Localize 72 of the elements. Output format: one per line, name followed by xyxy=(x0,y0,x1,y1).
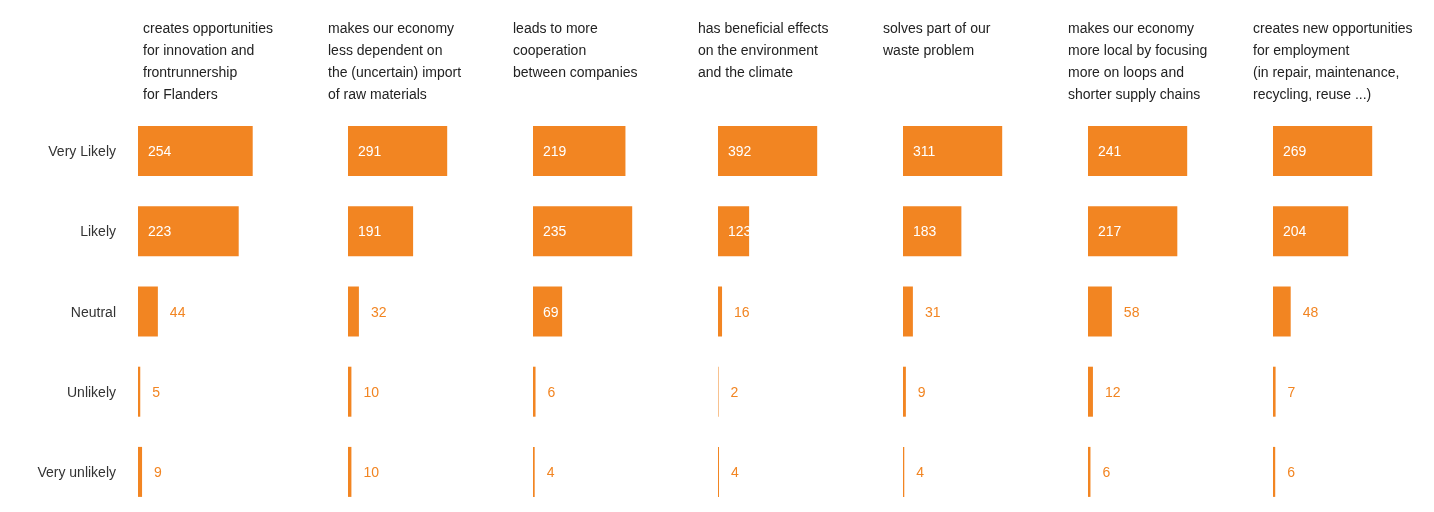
bar xyxy=(903,366,906,417)
bar xyxy=(903,286,913,337)
data-label: 235 xyxy=(543,223,567,240)
data-label: 4 xyxy=(546,463,555,480)
data-label: 58 xyxy=(1123,303,1140,320)
bar xyxy=(1273,446,1276,497)
bar xyxy=(138,446,143,497)
bar xyxy=(348,126,448,177)
data-label: 291 xyxy=(358,143,382,160)
bar xyxy=(348,206,414,257)
data-label: 204 xyxy=(1283,223,1307,240)
data-label: 4 xyxy=(916,463,925,480)
data-label: 241 xyxy=(1098,143,1122,160)
data-label: 16 xyxy=(734,303,750,320)
data-label: 44 xyxy=(169,303,186,320)
chart-title: creates opportunities for innovation and frontrunnership for Flanders xyxy=(143,20,273,102)
bar xyxy=(348,286,359,337)
bar xyxy=(138,126,253,177)
bar xyxy=(138,286,158,337)
chart-title: has beneficial effects on the environment and the climate xyxy=(698,20,829,80)
data-label: 392 xyxy=(728,143,752,160)
bar xyxy=(533,126,626,177)
bar xyxy=(533,206,633,257)
data-label: 6 xyxy=(547,383,556,400)
bar xyxy=(718,126,818,177)
bar xyxy=(1088,366,1093,417)
data-label: 69 xyxy=(543,303,559,320)
bar xyxy=(1273,206,1349,257)
bar xyxy=(533,366,536,417)
data-label: 183 xyxy=(913,223,937,240)
bar xyxy=(533,286,563,337)
data-label: 9 xyxy=(154,463,163,480)
data-label: 10 xyxy=(363,383,380,400)
data-label: 6 xyxy=(1287,463,1296,480)
chart-title: leads to more cooperation between companies xyxy=(513,20,638,80)
bar xyxy=(1273,286,1291,337)
chart-title: solves part of our waste problem xyxy=(882,20,991,58)
bar xyxy=(1088,286,1112,337)
data-label: 217 xyxy=(1098,223,1122,240)
data-label: 32 xyxy=(370,303,387,320)
data-label: 5 xyxy=(152,383,161,400)
bar xyxy=(903,206,962,257)
chart-title: creates new opportunities for employment (in repair, maintenance, recycling, reuse ...) xyxy=(1253,20,1413,102)
data-label: 31 xyxy=(924,303,941,320)
data-label: 219 xyxy=(543,143,567,160)
data-label: 2 xyxy=(730,383,739,400)
y-tick-label: Likely xyxy=(80,223,116,240)
data-label: 311 xyxy=(913,143,936,160)
data-label: 254 xyxy=(148,143,172,160)
data-label: 191 xyxy=(358,223,382,240)
data-label: 223 xyxy=(148,223,172,240)
bar xyxy=(1088,206,1178,257)
y-tick-label: Neutral xyxy=(70,303,116,320)
data-label: 48 xyxy=(1302,303,1319,320)
y-tick-label: Unlikely xyxy=(66,383,116,400)
bar xyxy=(1273,126,1373,177)
bar xyxy=(1273,366,1276,417)
data-label: 6 xyxy=(1102,463,1111,480)
bar xyxy=(138,206,239,257)
bar xyxy=(1088,126,1188,177)
chart-title: makes our economy more local by focusing more on loops and shorter supply chains xyxy=(1068,20,1208,102)
data-label: 7 xyxy=(1287,383,1296,400)
bar xyxy=(718,286,723,337)
data-label: 269 xyxy=(1283,143,1307,160)
bar xyxy=(903,126,1003,177)
data-label: 10 xyxy=(363,463,380,480)
y-tick-label: Very Likely xyxy=(48,143,116,160)
chart-title: makes our economy less dependent on the (uncertain) import of raw materials xyxy=(328,20,462,102)
data-label: 9 xyxy=(917,383,926,400)
y-tick-label: Very unlikely xyxy=(37,463,116,480)
data-label: 12 xyxy=(1104,383,1121,400)
data-label: 4 xyxy=(731,463,740,480)
